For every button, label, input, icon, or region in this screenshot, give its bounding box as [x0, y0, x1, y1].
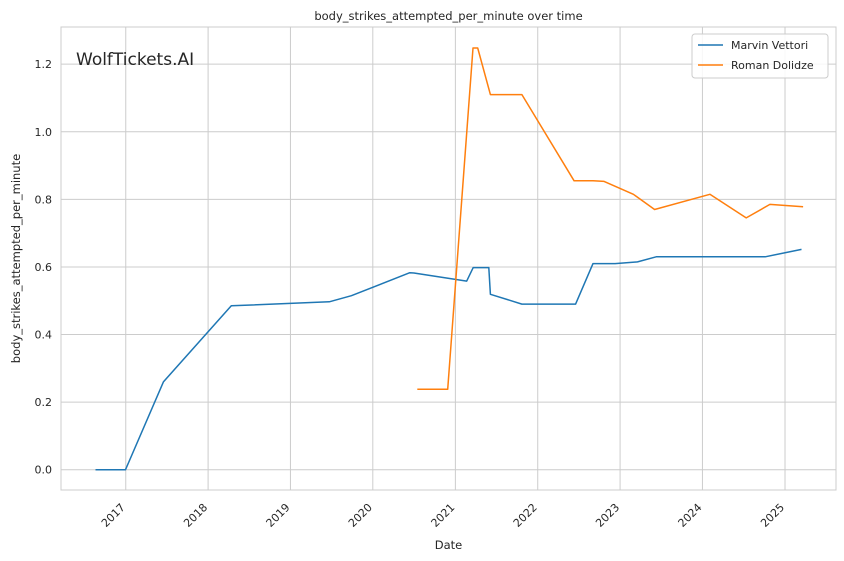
y-tick-label: 0.4 — [35, 329, 53, 342]
series-layer — [95, 47, 804, 471]
legend-label-roman-dolidze: Roman Dolidze — [731, 59, 814, 72]
y-axis-label: body_strikes_attempted_per_minute — [9, 154, 23, 363]
plot-frame — [60, 26, 837, 491]
x-axis-label: Date — [435, 538, 463, 552]
y-tick-label: 0.0 — [35, 464, 53, 477]
legend-label-marvin-vettori: Marvin Vettori — [731, 39, 808, 52]
legend: Marvin Vettori Roman Dolidze — [691, 33, 829, 79]
series-line-roman-dolidze — [417, 47, 804, 391]
series-line-marvin-vettori — [95, 248, 802, 471]
y-tick-labels: 0.0 0.2 0.4 0.6 0.8 1.0 1.2 — [35, 58, 53, 477]
chart-title: body_strikes_attempted_per_minute over t… — [314, 9, 582, 23]
grid — [61, 27, 836, 490]
y-tick-label: 0.6 — [35, 261, 53, 274]
y-tick-label: 1.2 — [35, 58, 53, 71]
legend-box — [691, 33, 829, 79]
watermark: WolfTickets.AI — [76, 50, 194, 70]
y-tick-label: 0.8 — [35, 193, 53, 206]
y-tick-label: 1.0 — [35, 126, 53, 139]
y-tick-label: 0.2 — [35, 396, 53, 409]
